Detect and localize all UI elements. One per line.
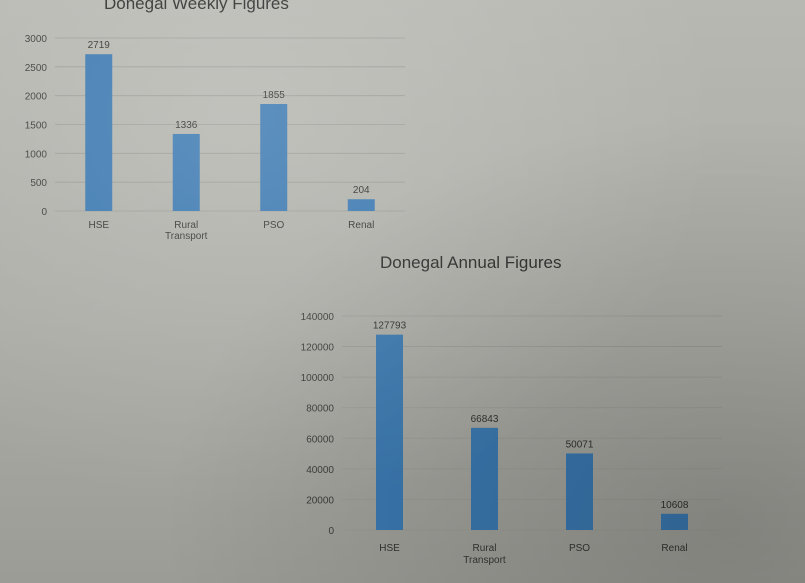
annual-data-label-3: 10608	[661, 500, 689, 511]
annual-y-tick-label: 20000	[306, 495, 334, 506]
annual-data-label-2: 50071	[566, 439, 594, 450]
annual-bar-2	[566, 453, 593, 530]
weekly-category-label-0: HSE	[88, 220, 109, 231]
annual-bar-1	[471, 427, 498, 530]
weekly-bar-2	[260, 104, 288, 211]
annual-y-tick-label: 100000	[301, 373, 335, 384]
weekly-data-label-0: 2719	[88, 40, 111, 51]
weekly-bar-1	[172, 133, 200, 211]
weekly-y-tick-label: 3000	[25, 34, 48, 45]
weekly-chart-plot: 0 500 1000 1500 2000 2500 3000 2719 HSE 1336 Rural…	[25, 34, 405, 242]
weekly-y-tick-label: 2500	[25, 63, 48, 74]
weekly-figures-chart: Donegal Weekly Figures 0 500 1000 1500 2000 2…	[0, 0, 420, 260]
annual-figures-chart: Donegal Annual Figures 0 20000 40000 60000 8…	[270, 250, 740, 583]
weekly-data-label-2: 1855	[263, 90, 286, 101]
annual-category-label-1: Transport	[463, 555, 506, 566]
weekly-bar-3	[347, 199, 375, 211]
annual-category-label-0: HSE	[379, 543, 400, 554]
annual-y-tick-label: 40000	[306, 465, 334, 476]
annual-data-label-1: 66843	[471, 414, 499, 425]
annual-category-label-3: Renal	[661, 543, 687, 554]
weekly-category-label-1: Rural	[174, 220, 198, 231]
annual-y-tick-label: 140000	[301, 312, 335, 323]
weekly-y-tick-label: 0	[41, 207, 47, 218]
annual-bar-3	[661, 513, 688, 530]
annual-category-label-1: Rural	[473, 543, 497, 554]
annual-chart-title: Donegal Annual Figures	[380, 253, 562, 272]
annual-y-tick-label: 0	[328, 526, 334, 537]
annual-category-label-2: PSO	[569, 543, 590, 554]
annual-y-tick-label: 60000	[306, 434, 334, 445]
weekly-y-tick-label: 2000	[25, 92, 48, 103]
weekly-y-tick-label: 500	[30, 178, 47, 189]
weekly-data-label-1: 1336	[175, 120, 198, 131]
weekly-category-label-2: PSO	[263, 220, 284, 231]
annual-y-tick-label: 120000	[301, 343, 335, 354]
weekly-category-label-3: Renal	[348, 220, 374, 231]
weekly-y-tick-label: 1000	[25, 149, 48, 160]
annual-bar-0	[376, 334, 403, 530]
weekly-category-label-1: Transport	[165, 231, 208, 242]
annual-data-label-0: 127793	[373, 321, 407, 332]
weekly-data-label-3: 204	[353, 185, 370, 196]
annual-chart-plot: 0 20000 40000 60000 80000 100000 120000 140000 1…	[301, 312, 722, 566]
weekly-bar-0	[85, 54, 113, 212]
annual-y-tick-label: 80000	[306, 404, 334, 415]
weekly-chart-title: Donegal Weekly Figures	[104, 0, 289, 13]
weekly-y-tick-label: 1500	[25, 121, 48, 132]
